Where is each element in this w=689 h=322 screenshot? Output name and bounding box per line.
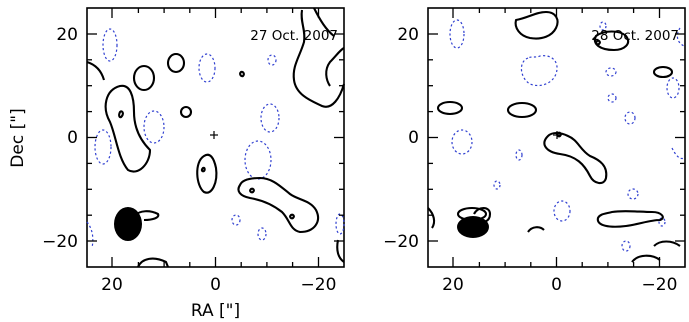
x-axis-label: RA ["] xyxy=(191,301,240,321)
y-tick-label: 20 xyxy=(56,25,78,45)
panel-ticks xyxy=(428,8,685,267)
y-tick-label: 0 xyxy=(67,128,78,148)
center-cross xyxy=(553,131,561,139)
x-tick-label: 0 xyxy=(210,275,221,295)
date-label: 27 Oct. 2007 xyxy=(250,28,338,44)
negative-contours xyxy=(449,19,685,252)
y-tick-label: −20 xyxy=(42,232,78,252)
date-label: 28 Oct. 2007 xyxy=(591,28,679,44)
x-tick-label: 20 xyxy=(101,275,123,295)
panel-ticks xyxy=(87,8,344,267)
y-axis-label: Dec ["] xyxy=(8,108,28,167)
panel-27-oct: 27 Oct. 2007 20 0 −20 20 0 −20 RA ["] De… xyxy=(8,7,346,321)
y-tick-label: −20 xyxy=(383,232,419,252)
beam-ellipse xyxy=(457,216,489,238)
y-tick-label: 20 xyxy=(397,25,419,45)
panel-28-oct: 28 Oct. 2007 20 0 −20 20 0 −20 xyxy=(383,7,686,295)
x-tick-label: 20 xyxy=(442,275,464,295)
center-cross xyxy=(210,131,218,139)
y-tick-label: 0 xyxy=(408,128,419,148)
beam-ellipse xyxy=(114,207,142,241)
x-tick-label: 0 xyxy=(551,275,562,295)
x-tick-label: −20 xyxy=(301,275,337,295)
x-tick-label: −20 xyxy=(642,275,678,295)
positive-contours xyxy=(86,7,346,268)
